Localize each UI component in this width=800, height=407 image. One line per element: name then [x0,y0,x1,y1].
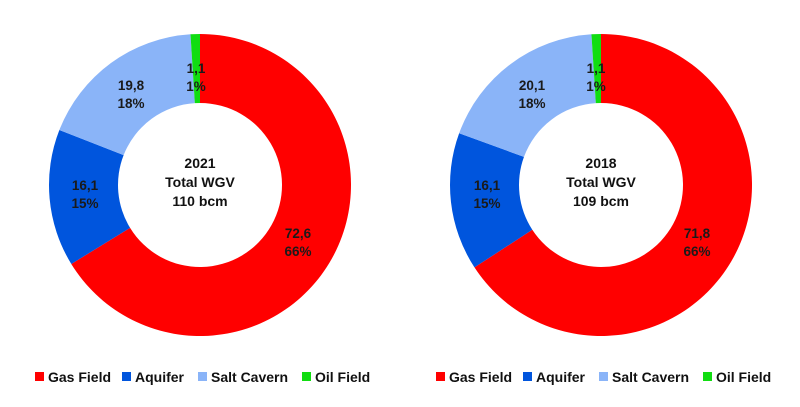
data-label-percent: 1% [586,79,606,94]
legend-swatch [198,372,207,381]
data-label-value: 1,1 [587,61,606,76]
legend-label: Oil Field [716,369,771,385]
legend-swatch [703,372,712,381]
center-text-line: 2018 [585,155,616,171]
slice-oil-field [190,34,200,104]
center-text-line: Total WGV [566,174,636,190]
slice-oil-field [591,34,601,104]
slice-aquifer [49,130,131,264]
legend-label: Oil Field [315,369,370,385]
slice-salt-cavern [59,34,195,156]
legend-swatch [302,372,311,381]
center-text-line: 109 bcm [573,193,629,209]
center-text-line: Total WGV [165,174,235,190]
data-label-value: 71,8 [684,226,711,241]
data-label-value: 72,6 [285,226,312,241]
slice-gas-field [474,34,753,337]
data-label-percent: 15% [71,196,98,211]
legend: Gas Field Aquifer Salt Cavern Oil Field [436,369,771,385]
legend-swatch [523,372,532,381]
legend-label: Salt Cavern [211,369,288,385]
legend-swatch [35,372,44,381]
data-label-percent: 66% [284,244,311,259]
data-label-percent: 1% [186,79,206,94]
slice-salt-cavern [459,34,596,157]
slice-gas-field [71,34,352,336]
legend-swatch [436,372,445,381]
data-label-percent: 18% [117,96,144,111]
center-text-line: 110 bcm [172,193,227,209]
donut-chart-1: 72,6 66% 16,1 15% 19,8 18% 1,1 1% 2021 Total WGV 1… [49,34,352,336]
data-label-percent: 18% [518,96,545,111]
legend-label: Gas Field [449,369,512,385]
donut-chart-2: 71,8 66% 16,1 15% 20,1 18% 1,1 1% 2018 Total WGV 1… [450,34,753,337]
data-label-value: 19,8 [118,78,145,93]
legend-swatch [122,372,131,381]
legend-swatch [599,372,608,381]
center-text-line: 2021 [184,155,215,171]
data-label-percent: 66% [683,244,710,259]
legend-label: Gas Field [48,369,111,385]
legend: Gas Field Aquifer Salt Cavern Oil Field [35,369,370,385]
data-label-value: 1,1 [187,61,206,76]
legend-label: Salt Cavern [612,369,689,385]
data-label-value: 16,1 [474,178,501,193]
slice-aquifer [450,133,533,268]
data-label-percent: 15% [473,196,500,211]
data-label-value: 20,1 [519,78,546,93]
legend-label: Aquifer [135,369,185,385]
legend-label: Aquifer [536,369,586,385]
data-label-value: 16,1 [72,178,99,193]
